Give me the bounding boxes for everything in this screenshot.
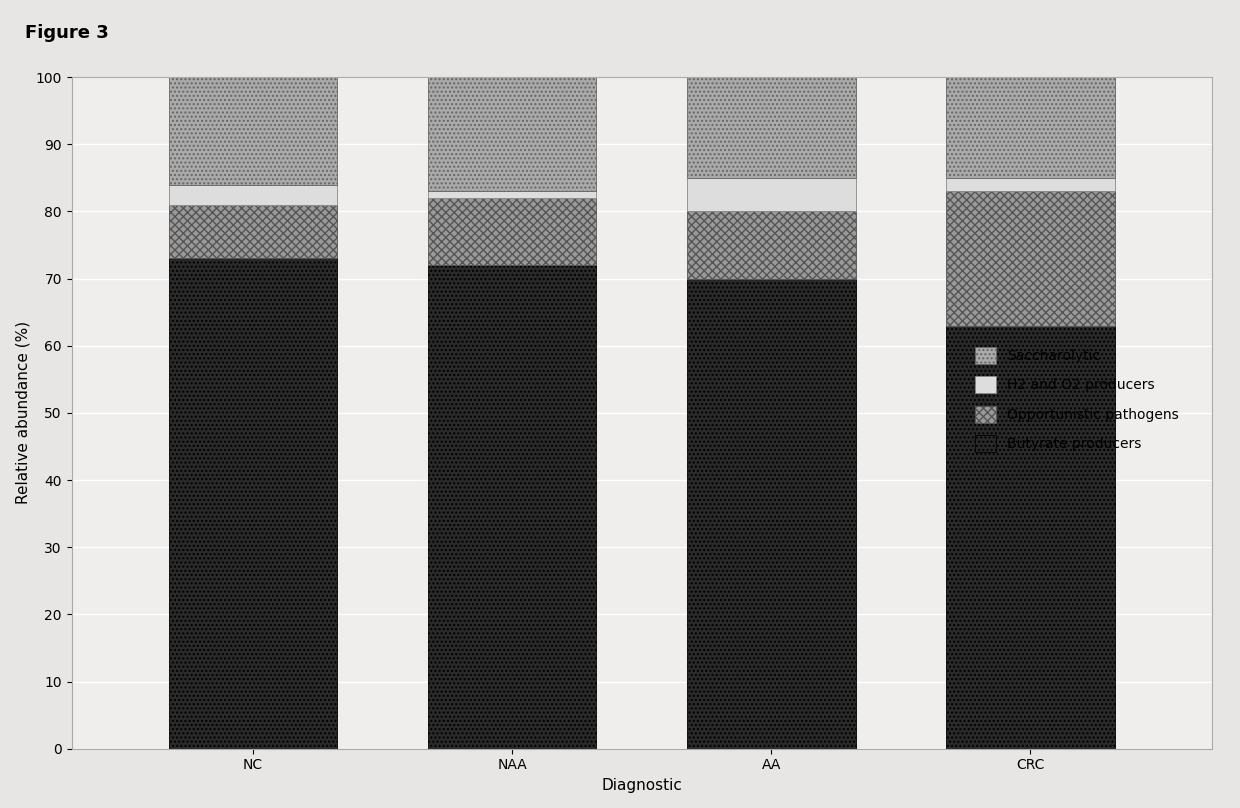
Y-axis label: Relative abundance (%): Relative abundance (%) — [15, 322, 30, 504]
Bar — [428, 77, 596, 191]
Bar — [169, 259, 337, 749]
Bar — [169, 77, 337, 184]
Bar — [428, 198, 596, 265]
Bar — [946, 178, 1115, 191]
Legend: Saccharolytic, H2 and O2 producers, Opportunistic pathogens, Butyrate producers: Saccharolytic, H2 and O2 producers, Oppo… — [968, 340, 1185, 459]
Bar — [946, 326, 1115, 749]
Bar — [687, 212, 856, 279]
Bar — [169, 204, 337, 259]
Bar — [687, 178, 856, 212]
Bar — [169, 184, 337, 204]
Bar — [687, 77, 856, 178]
Bar — [687, 279, 856, 749]
Bar — [946, 191, 1115, 326]
X-axis label: Diagnostic: Diagnostic — [601, 778, 682, 793]
Bar — [946, 77, 1115, 178]
Bar — [428, 265, 596, 749]
Bar — [428, 191, 596, 198]
Text: Figure 3: Figure 3 — [25, 24, 109, 42]
